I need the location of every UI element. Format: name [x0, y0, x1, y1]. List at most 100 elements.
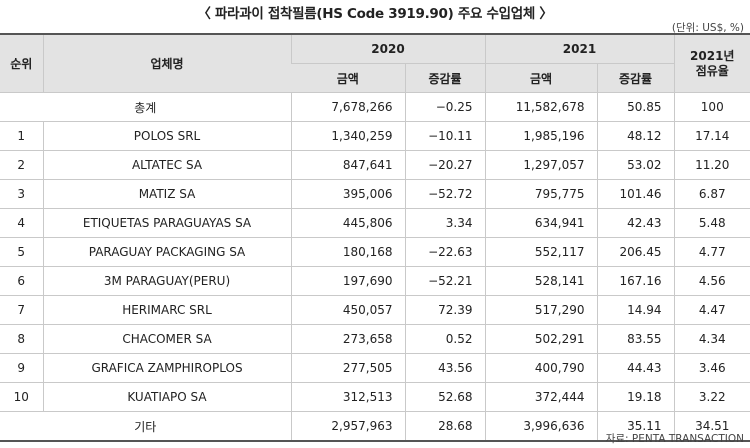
change-2020-cell: 0.52 — [404, 324, 485, 354]
amount-2021-cell: 552,117 — [484, 237, 597, 267]
rank-cell: 7 — [0, 295, 43, 325]
amount-2020-cell: 180,168 — [290, 237, 405, 267]
table-row: 10 KUATIAPO SA 312,513 52.68 372,444 19.… — [0, 382, 750, 412]
other-amount-2020: 2,957,963 — [290, 411, 405, 442]
amount-2020-cell: 197,690 — [290, 266, 405, 296]
amount-2021-cell: 502,291 — [484, 324, 597, 354]
company-cell: PARAGUAY PACKAGING SA — [42, 237, 291, 267]
change-2020-cell: 72.39 — [404, 295, 485, 325]
company-cell: 3M PARAGUAY(PERU) — [42, 266, 291, 296]
table-row: 1 POLOS SRL 1,340,259 −10.11 1,985,196 4… — [0, 121, 750, 151]
total-amount-2020: 7,678,266 — [290, 92, 405, 122]
total-row: 총계 7,678,266 −0.25 11,582,678 50.85 100 — [0, 92, 750, 122]
importers-table: 순위 업체명 2020 2021 2021년 점유율 금액 증감률 금액 증감률… — [0, 33, 750, 442]
change-2020-cell: 43.56 — [404, 353, 485, 383]
share-cell: 3.46 — [673, 353, 750, 383]
rank-cell: 4 — [0, 208, 43, 238]
rank-cell: 8 — [0, 324, 43, 354]
company-cell: ETIQUETAS PARAGUAYAS SA — [42, 208, 291, 238]
change-2021-cell: 206.45 — [596, 237, 674, 267]
header-change-2020: 증감률 — [404, 63, 485, 93]
change-2020-cell: 52.68 — [404, 382, 485, 412]
other-amount-2021: 3,996,636 — [484, 411, 597, 442]
amount-2021-cell: 372,444 — [484, 382, 597, 412]
change-2021-cell: 167.16 — [596, 266, 674, 296]
share-cell: 4.56 — [673, 266, 750, 296]
rank-cell: 2 — [0, 150, 43, 180]
source-note: 자료: PENTA TRANSACTION — [605, 433, 744, 445]
total-label: 총계 — [0, 92, 291, 122]
unit-note: (단위: US$, %) — [671, 22, 744, 34]
amount-2021-cell: 528,141 — [484, 266, 597, 296]
amount-2021-cell: 634,941 — [484, 208, 597, 238]
share-cell: 4.77 — [673, 237, 750, 267]
amount-2020-cell: 450,057 — [290, 295, 405, 325]
header-change-2021: 증감률 — [596, 63, 674, 93]
change-2021-cell: 83.55 — [596, 324, 674, 354]
header-amount-2021: 금액 — [484, 63, 597, 93]
change-2021-cell: 101.46 — [596, 179, 674, 209]
share-cell: 4.34 — [673, 324, 750, 354]
change-2020-cell: −52.21 — [404, 266, 485, 296]
total-change-2021: 50.85 — [596, 92, 674, 122]
share-cell: 11.20 — [673, 150, 750, 180]
other-share: 34.51 — [673, 411, 750, 442]
amount-2020-cell: 1,340,259 — [290, 121, 405, 151]
total-share: 100 — [673, 92, 750, 122]
table-row: 4 ETIQUETAS PARAGUAYAS SA 445,806 3.34 6… — [0, 208, 750, 238]
table-row: 6 3M PARAGUAY(PERU) 197,690 −52.21 528,1… — [0, 266, 750, 296]
amount-2020-cell: 847,641 — [290, 150, 405, 180]
company-cell: ALTATEC SA — [42, 150, 291, 180]
header-share-line2: 점유율 — [695, 63, 729, 78]
header-year-2021: 2021 — [484, 33, 674, 64]
company-cell: MATIZ SA — [42, 179, 291, 209]
amount-2021-cell: 517,290 — [484, 295, 597, 325]
amount-2020-cell: 395,006 — [290, 179, 405, 209]
change-2021-cell: 44.43 — [596, 353, 674, 383]
amount-2020-cell: 312,513 — [290, 382, 405, 412]
share-cell: 3.22 — [673, 382, 750, 412]
header-year-2020: 2020 — [290, 33, 485, 64]
amount-2021-cell: 795,775 — [484, 179, 597, 209]
total-change-2020: −0.25 — [404, 92, 485, 122]
company-cell: POLOS SRL — [42, 121, 291, 151]
change-2020-cell: −52.72 — [404, 179, 485, 209]
share-cell: 6.87 — [673, 179, 750, 209]
rank-cell: 1 — [0, 121, 43, 151]
header-amount-2020: 금액 — [291, 63, 405, 93]
amount-2020-cell: 273,658 — [290, 324, 405, 354]
amount-2021-cell: 1,985,196 — [484, 121, 597, 151]
share-cell: 4.47 — [673, 295, 750, 325]
change-2021-cell: 19.18 — [596, 382, 674, 412]
header-share-line1: 2021년 — [690, 48, 735, 63]
rank-cell: 3 — [0, 179, 43, 209]
other-row: 기타 2,957,963 28.68 3,996,636 35.11 34.51 — [0, 411, 750, 442]
other-label: 기타 — [0, 411, 291, 442]
rank-cell: 5 — [0, 237, 43, 267]
change-2021-cell: 42.43 — [596, 208, 674, 238]
total-amount-2021: 11,582,678 — [484, 92, 597, 122]
table-row: 3 MATIZ SA 395,006 −52.72 795,775 101.46… — [0, 179, 750, 209]
header-rank: 순위 — [0, 33, 43, 93]
table-row: 9 GRAFICA ZAMPHIROPLOS 277,505 43.56 400… — [0, 353, 750, 383]
amount-2021-cell: 1,297,057 — [484, 150, 597, 180]
share-cell: 17.14 — [673, 121, 750, 151]
company-cell: KUATIAPO SA — [42, 382, 291, 412]
other-change-2020: 28.68 — [404, 411, 485, 442]
company-cell: GRAFICA ZAMPHIROPLOS — [42, 353, 291, 383]
amount-2021-cell: 400,790 — [484, 353, 597, 383]
change-2020-cell: −22.63 — [404, 237, 485, 267]
amount-2020-cell: 445,806 — [290, 208, 405, 238]
change-2021-cell: 14.94 — [596, 295, 674, 325]
company-cell: CHACOMER SA — [42, 324, 291, 354]
table-row: 5 PARAGUAY PACKAGING SA 180,168 −22.63 5… — [0, 237, 750, 267]
change-2020-cell: −10.11 — [404, 121, 485, 151]
table-row: 8 CHACOMER SA 273,658 0.52 502,291 83.55… — [0, 324, 750, 354]
company-cell: HERIMARC SRL — [42, 295, 291, 325]
table-title: 〈 파라과이 접착필름(HS Code 3919.90) 주요 수입업체 〉 — [197, 6, 553, 22]
header-company: 업체명 — [42, 33, 291, 93]
other-change-2021: 35.11 — [596, 411, 674, 442]
table-row: 2 ALTATEC SA 847,641 −20.27 1,297,057 53… — [0, 150, 750, 180]
rank-cell: 9 — [0, 353, 43, 383]
table-row: 7 HERIMARC SRL 450,057 72.39 517,290 14.… — [0, 295, 750, 325]
